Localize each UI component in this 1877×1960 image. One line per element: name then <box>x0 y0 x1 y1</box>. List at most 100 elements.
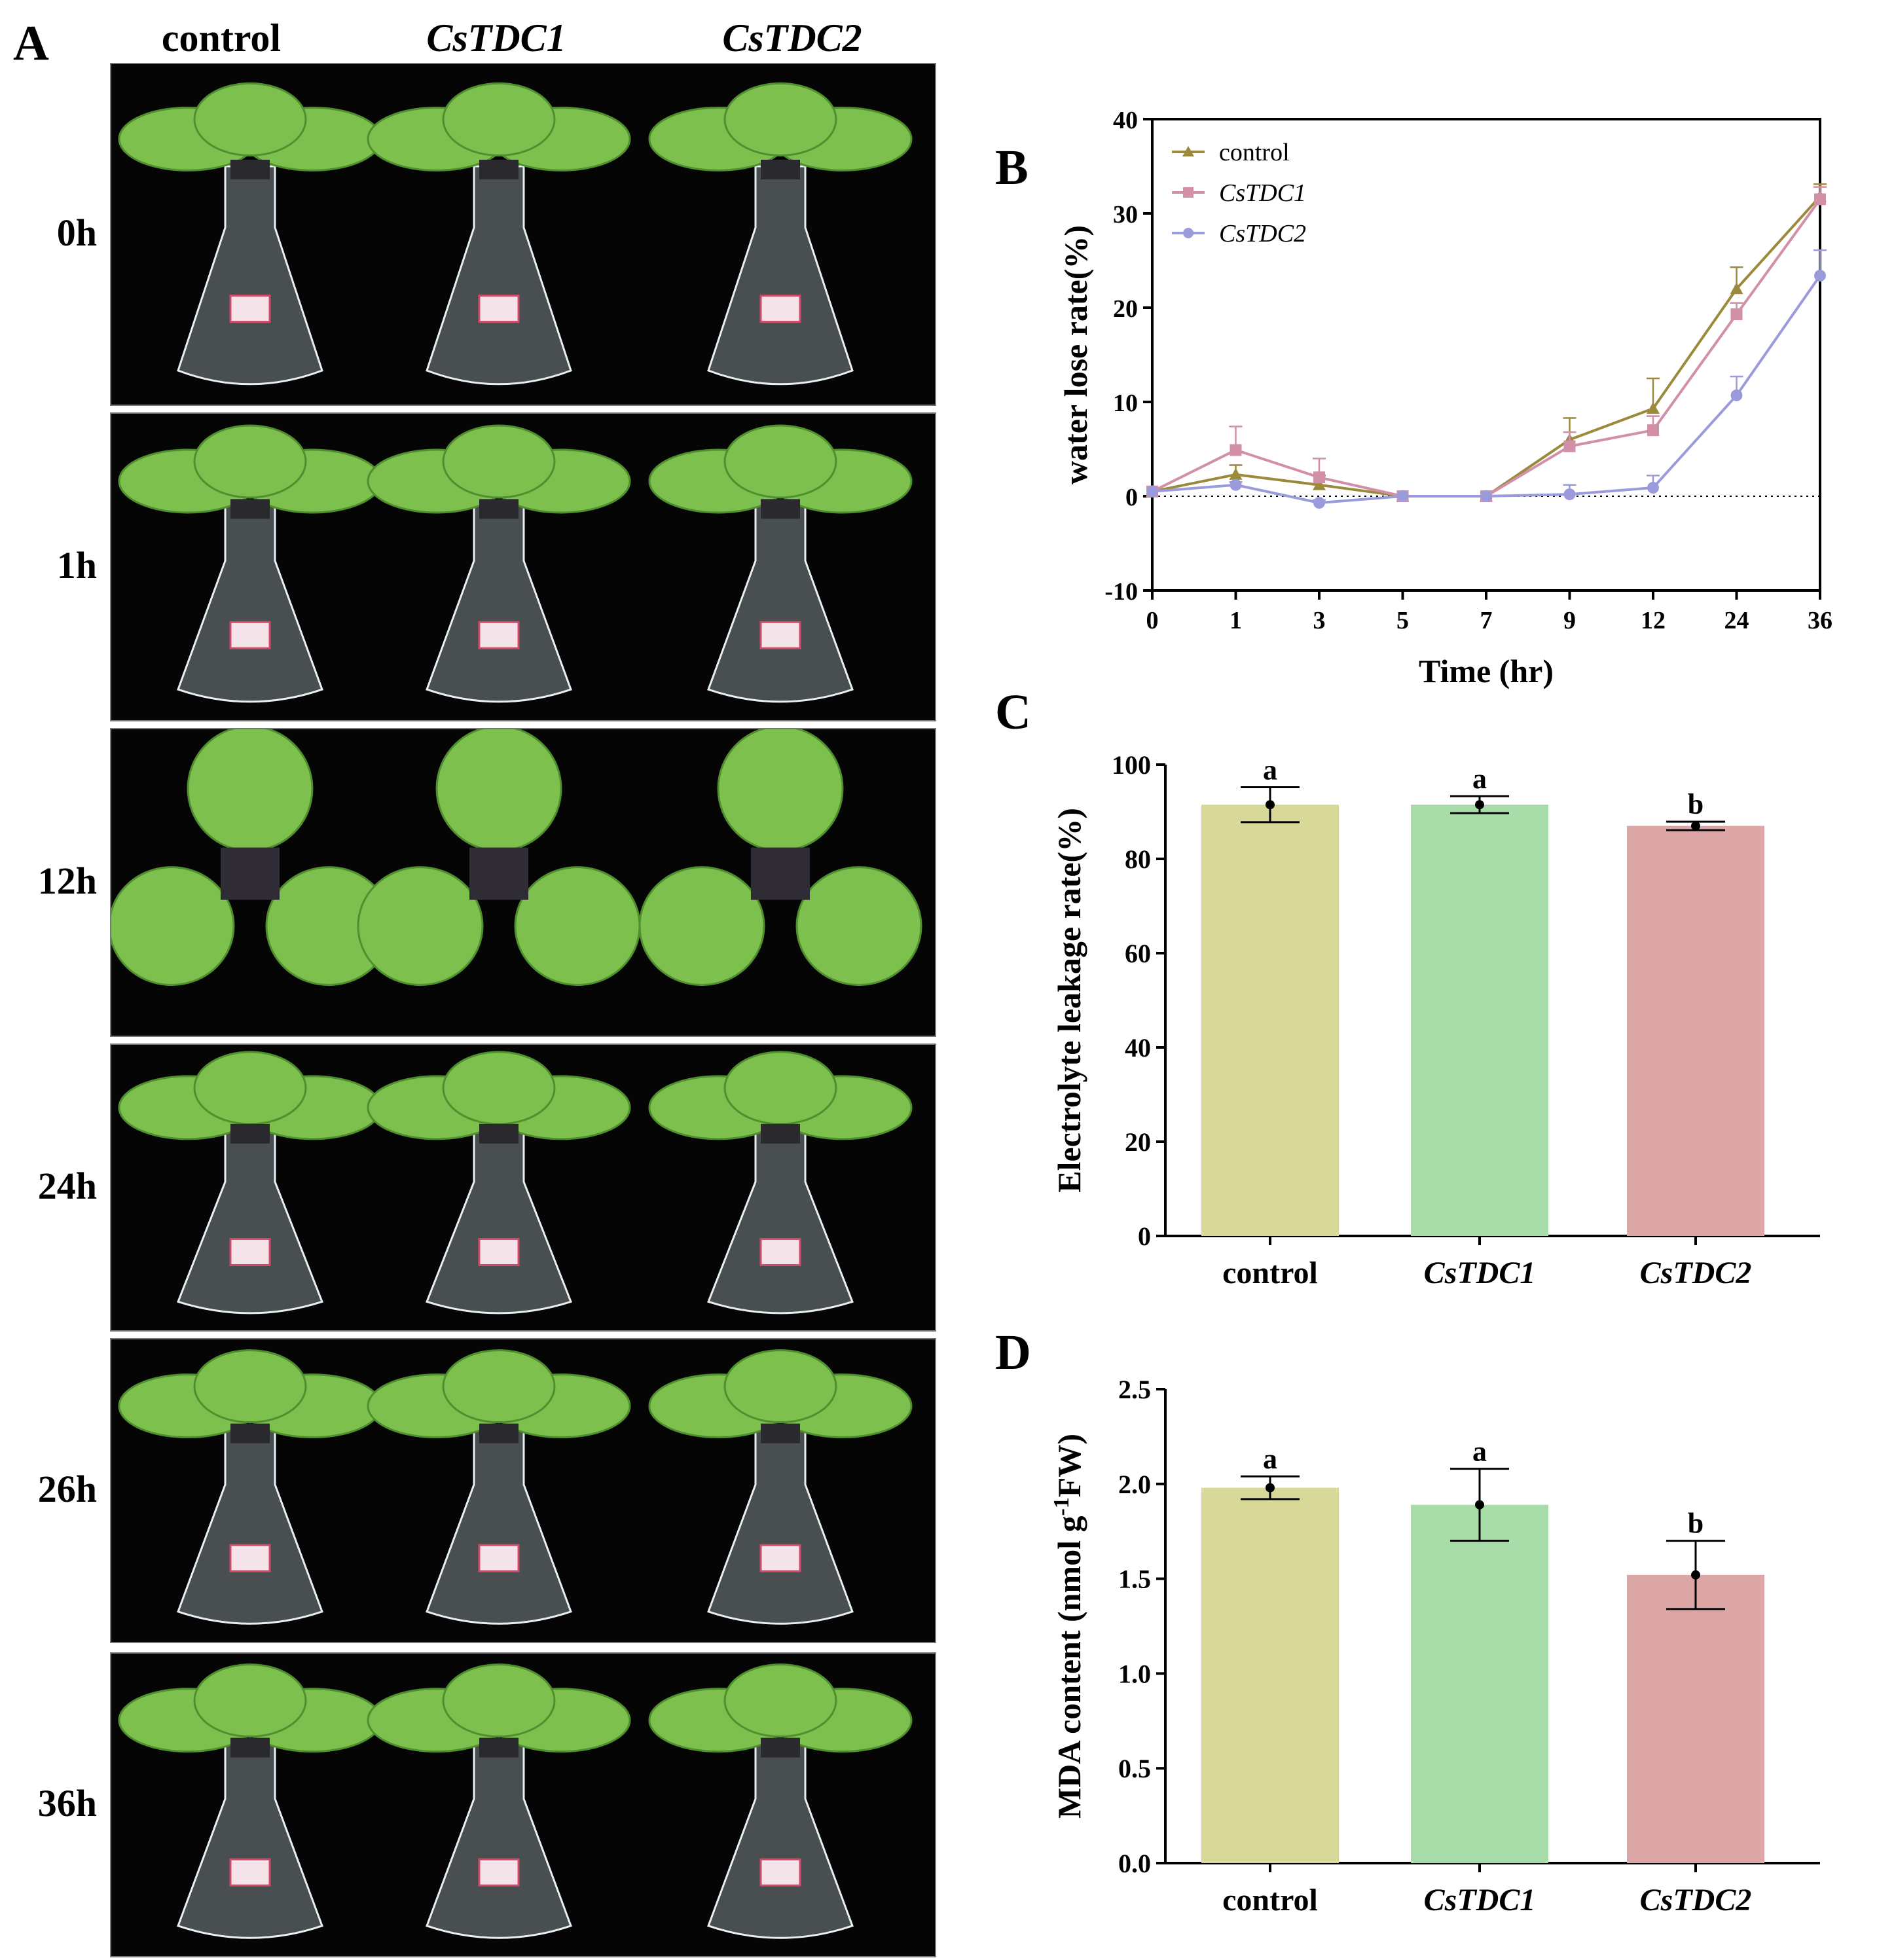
leaf <box>435 729 562 852</box>
point-cstdc1 <box>1730 308 1743 321</box>
leaf <box>442 1663 556 1738</box>
point-cstdc2 <box>1647 482 1659 494</box>
point-cstdc2 <box>1730 389 1743 401</box>
sponge-plug <box>751 847 810 900</box>
x-tick-label: 36 <box>1808 607 1832 634</box>
bar-control <box>1201 805 1339 1236</box>
flask-label-sticker <box>229 621 271 649</box>
row-label-12h: 12h <box>37 860 97 902</box>
point-cstdc2 <box>1814 270 1826 282</box>
y-tick-label: 0.5 <box>1118 1754 1151 1783</box>
x-tick-label: 5 <box>1396 607 1409 634</box>
sponge-plug <box>230 160 270 179</box>
leaf <box>111 866 235 987</box>
y-tick-label: 40 <box>1125 1033 1151 1062</box>
y-tick-label: 60 <box>1125 939 1151 968</box>
point-cstdc2 <box>1396 490 1409 502</box>
leaf <box>193 424 307 499</box>
bar-cstdc2 <box>1627 1574 1764 1863</box>
flask-label-sticker <box>229 295 271 323</box>
sponge-plug <box>761 1423 800 1443</box>
sponge-plug <box>479 1423 519 1443</box>
panel-label-c: C <box>995 685 1031 740</box>
plant-photo-26h <box>110 1338 936 1643</box>
flask <box>177 1743 323 1939</box>
data-point-cstdc1 <box>1475 800 1484 810</box>
point-control <box>1313 478 1326 490</box>
leaf <box>193 82 307 156</box>
x-tick-label: 12 <box>1641 607 1666 634</box>
flask-label-sticker <box>478 1544 520 1572</box>
leaf <box>723 1663 837 1738</box>
panel-label-b: B <box>995 140 1029 195</box>
legend-label-cstdc2: CsTDC2 <box>1219 220 1306 247</box>
leaf <box>193 1663 307 1738</box>
flask <box>426 1129 572 1315</box>
significance-letter-cstdc1: a <box>1472 763 1487 795</box>
leaf <box>187 729 314 852</box>
x-axis-label: Time (hr) <box>1419 653 1554 689</box>
plant-photo-drawing-0h <box>118 82 913 386</box>
y-tick-label: 2.5 <box>1118 1375 1151 1404</box>
flask <box>426 165 572 386</box>
point-cstdc1 <box>1230 444 1242 456</box>
x-tick-label: 24 <box>1724 607 1749 634</box>
data-point-cstdc1 <box>1475 1500 1484 1510</box>
sponge-plug <box>761 160 800 179</box>
sponge-plug <box>761 1123 800 1144</box>
mda-content-bar-chart: 0.0 0.5 1.0 1.5 2.0 2.5 a control a CsTDC1 b CsTDC2… <box>1049 1375 1820 1917</box>
flask <box>426 504 572 703</box>
point-cstdc1 <box>1563 440 1576 452</box>
x-category-label-cstdc2: CsTDC2 <box>1640 1883 1752 1917</box>
electrolyte-leakage-bar-chart: 0 20 40 60 80 100 a control a CsTDC1 b CsTDC2 Electr… <box>1051 750 1820 1290</box>
sponge-plug <box>469 847 528 900</box>
bar-cstdc1 <box>1411 1504 1548 1863</box>
flask-label-sticker <box>478 1237 520 1266</box>
legend-marker-control <box>1182 146 1194 156</box>
column-header-cstdc1: CsTDC1 <box>426 16 566 60</box>
x-category-label-cstdc1: CsTDC1 <box>1424 1883 1536 1917</box>
y-tick-label: -10 <box>1104 578 1138 606</box>
data-point-control <box>1266 800 1275 810</box>
y-tick-label: 20 <box>1113 295 1138 323</box>
point-cstdc2 <box>1563 488 1576 501</box>
point-cstdc2 <box>1146 485 1158 498</box>
flask-label-sticker <box>229 1858 271 1887</box>
row-label-1h: 1h <box>56 544 97 587</box>
flask-label-sticker <box>478 621 520 649</box>
flask <box>707 165 854 386</box>
row-label-0h: 0h <box>56 211 97 254</box>
flask <box>426 1743 572 1939</box>
flask-label-sticker <box>229 1237 271 1266</box>
flask <box>177 1429 323 1625</box>
y-tick-label: 2.0 <box>1118 1470 1151 1499</box>
column-header-control: control <box>161 16 282 60</box>
leaf <box>442 82 556 156</box>
point-control <box>1229 467 1243 480</box>
sponge-plug <box>230 1123 270 1144</box>
point-cstdc2 <box>1480 490 1492 502</box>
sponge-plug <box>221 847 280 900</box>
bar-control <box>1201 1487 1339 1863</box>
data-point-cstdc2 <box>1691 821 1700 831</box>
panel-label-d: D <box>995 1325 1031 1380</box>
plant-photo-drawing-1h <box>118 424 913 703</box>
leaf <box>514 866 641 987</box>
x-category-label-control: control <box>1222 1883 1318 1917</box>
x-tick-label: 9 <box>1563 607 1576 634</box>
row-label-26h: 26h <box>37 1468 97 1510</box>
leaf <box>795 866 922 987</box>
y-axis-label: Electrolyte leakage rate(%) <box>1051 808 1087 1193</box>
legend-label-cstdc1: CsTDC1 <box>1219 179 1306 207</box>
y-tick-label: 20 <box>1125 1127 1151 1157</box>
sponge-plug <box>230 1423 270 1443</box>
flask-label-sticker <box>759 295 801 323</box>
flask <box>707 1429 854 1625</box>
leaf <box>193 1349 307 1424</box>
data-point-control <box>1266 1483 1275 1493</box>
plant-photo-drawing-24h <box>118 1051 913 1315</box>
plant-photo-drawing-26h <box>118 1349 913 1625</box>
y-tick-label: 10 <box>1113 390 1138 417</box>
y-tick-label: 0 <box>1138 1222 1151 1251</box>
flask-label-sticker <box>759 621 801 649</box>
